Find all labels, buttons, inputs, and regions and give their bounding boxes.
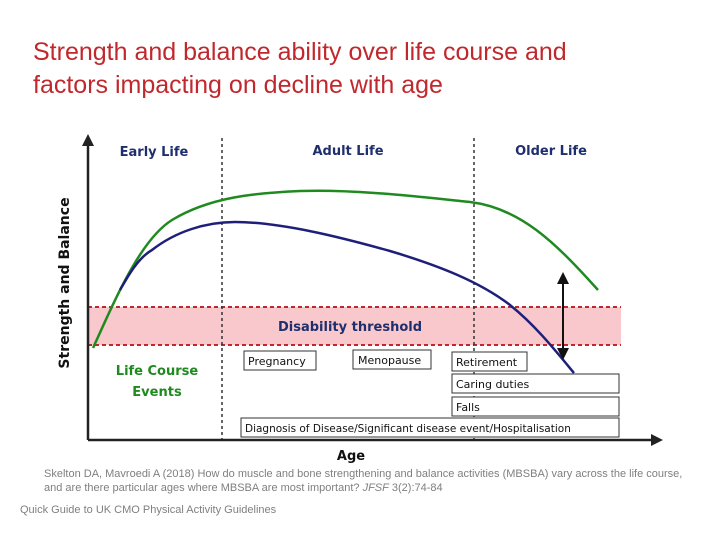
slide-title: Strength and balance ability over life c… (33, 36, 693, 102)
y-axis-arrow (82, 134, 94, 146)
event-falls: Falls (451, 396, 620, 417)
footer-text: Quick Guide to UK CMO Physical Activity … (20, 504, 277, 516)
green-strength-curve (91, 189, 599, 349)
title-line-1: Strength and balance ability over life c… (33, 38, 567, 66)
phase-early-life: Early Life (120, 145, 189, 160)
event-falls-label: Falls (456, 401, 480, 414)
event-menopause-label: Menopause (358, 354, 421, 367)
events-label-line1: Life Course (116, 364, 199, 379)
event-retirement-label: Retirement (456, 356, 518, 369)
disability-threshold-label: Disability threshold (278, 320, 422, 335)
x-axis-label: Age (337, 449, 365, 464)
y-axis-label: Strength and Balance (57, 197, 73, 368)
gap-arrow-top (557, 272, 569, 284)
gap-arrow-bottom (557, 348, 569, 360)
event-pregnancy: Pregnancy (243, 350, 317, 371)
citation: Skelton DA, Mavroedi A (2018) How do mus… (44, 467, 694, 495)
event-caring-duties-label: Caring duties (456, 378, 530, 391)
phase-older-life: Older Life (515, 144, 587, 159)
event-caring-duties: Caring duties (451, 373, 620, 394)
x-axis-arrow (651, 434, 663, 446)
events-label-line2: Events (132, 385, 182, 400)
event-menopause: Menopause (352, 349, 432, 370)
phase-adult-life: Adult Life (312, 144, 383, 159)
title-line-2: factors impacting on decline with age (33, 71, 443, 99)
citation-volume: 3(2):74-84 (391, 482, 443, 494)
blue-strength-curve (118, 220, 575, 374)
citation-journal: JFSF (362, 482, 389, 494)
event-pregnancy-label: Pregnancy (248, 355, 306, 368)
citation-text: Skelton DA, Mavroedi A (2018) How do mus… (44, 468, 683, 494)
event-diagnosis: Diagnosis of Disease/Significant disease… (240, 417, 620, 438)
event-retirement: Retirement (451, 351, 528, 372)
event-diagnosis-label: Diagnosis of Disease/Significant disease… (245, 423, 571, 435)
